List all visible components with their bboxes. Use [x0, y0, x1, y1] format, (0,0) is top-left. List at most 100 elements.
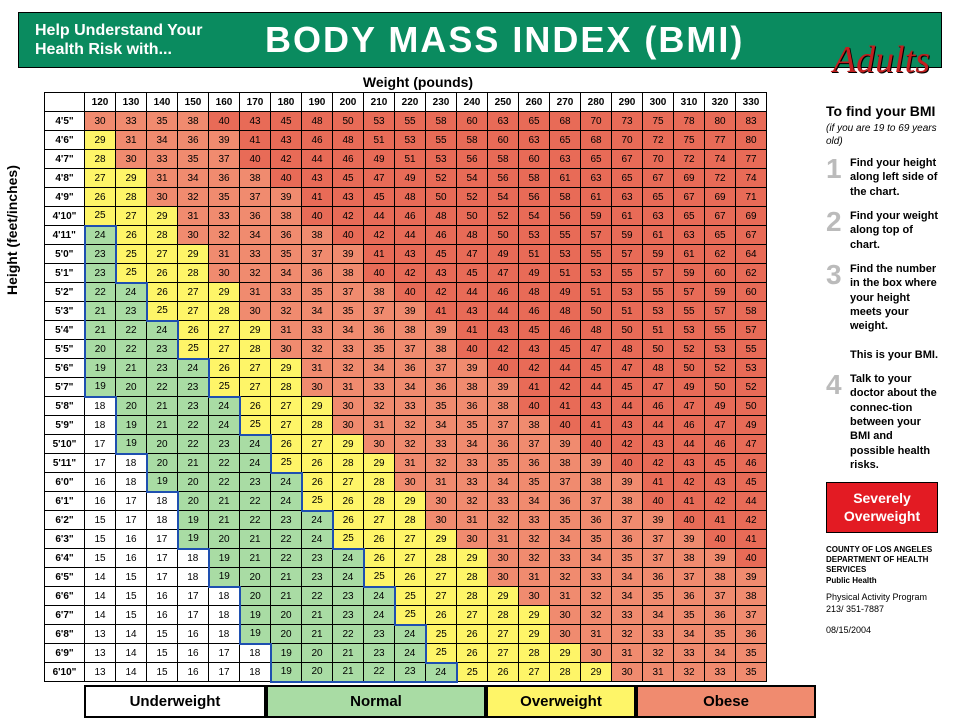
weight-axis-label: Weight (pounds)	[18, 74, 818, 90]
bmi-cell: 13	[85, 663, 116, 682]
weight-header: 190	[302, 93, 333, 112]
bmi-cell: 24	[85, 226, 116, 245]
weight-header: 200	[333, 93, 364, 112]
bmi-cell: 38	[705, 568, 736, 587]
bmi-cell: 48	[333, 131, 364, 150]
bmi-cell: 29	[519, 625, 550, 644]
legend-normal: Normal	[266, 685, 486, 718]
bmi-cell: 30	[426, 492, 457, 511]
bmi-cell: 17	[147, 530, 178, 549]
height-label: 4'8"	[45, 169, 85, 188]
bmi-cell: 47	[705, 416, 736, 435]
bmi-cell: 32	[550, 568, 581, 587]
bmi-cell: 13	[85, 644, 116, 663]
bmi-cell: 15	[147, 625, 178, 644]
bmi-cell: 23	[240, 473, 271, 492]
bmi-cell: 26	[147, 264, 178, 283]
bmi-cell: 67	[674, 188, 705, 207]
bmi-cell: 38	[612, 492, 643, 511]
bmi-cell: 32	[581, 587, 612, 606]
bmi-cell: 43	[705, 473, 736, 492]
bmi-cell: 63	[519, 131, 550, 150]
bmi-cell: 36	[457, 397, 488, 416]
bmi-cell: 68	[550, 112, 581, 131]
bmi-cell: 59	[643, 245, 674, 264]
bmi-cell: 52	[457, 188, 488, 207]
bmi-cell: 36	[395, 359, 426, 378]
bmi-cell: 22	[116, 321, 147, 340]
bmi-cell: 32	[364, 397, 395, 416]
bmi-cell: 17	[209, 663, 240, 682]
height-label: 4'9"	[45, 188, 85, 207]
bmi-cell: 46	[674, 416, 705, 435]
bmi-cell: 39	[612, 473, 643, 492]
bmi-cell: 31	[116, 131, 147, 150]
bmi-cell: 28	[240, 340, 271, 359]
step-text: Find your height along left side of the …	[850, 156, 938, 199]
height-label: 6'2"	[45, 511, 85, 530]
bmi-cell: 41	[519, 378, 550, 397]
bmi-cell: 53	[705, 340, 736, 359]
bmi-cell: 20	[240, 587, 271, 606]
legend-overweight: Overweight	[486, 685, 636, 718]
bmi-cell: 32	[426, 454, 457, 473]
bmi-cell: 43	[674, 454, 705, 473]
bmi-cell: 56	[457, 150, 488, 169]
adults-badge: Adults	[833, 38, 930, 82]
bmi-cell: 60	[457, 112, 488, 131]
bmi-cell: 37	[209, 150, 240, 169]
bmi-cell: 30	[147, 188, 178, 207]
bmi-cell: 34	[271, 264, 302, 283]
bmi-cell: 36	[302, 264, 333, 283]
bmi-cell: 49	[674, 378, 705, 397]
bmi-cell: 26	[147, 283, 178, 302]
bmi-cell: 57	[581, 226, 612, 245]
bmi-cell: 31	[426, 473, 457, 492]
bmi-cell: 50	[457, 207, 488, 226]
bmi-cell: 42	[519, 359, 550, 378]
bmi-cell: 28	[426, 549, 457, 568]
tagline-line1: Help Understand Your	[35, 22, 202, 39]
bmi-cell: 43	[426, 264, 457, 283]
bmi-cell: 59	[705, 283, 736, 302]
bmi-cell: 34	[612, 587, 643, 606]
bmi-cell: 39	[271, 188, 302, 207]
height-label: 6'6"	[45, 587, 85, 606]
bmi-cell: 37	[426, 359, 457, 378]
weight-header: 160	[209, 93, 240, 112]
phone: 213/ 351-7887	[826, 604, 884, 614]
height-label: 4'11"	[45, 226, 85, 245]
bmi-cell: 46	[333, 150, 364, 169]
bmi-cell: 34	[333, 321, 364, 340]
bmi-cell: 36	[178, 131, 209, 150]
bmi-cell: 32	[457, 492, 488, 511]
bmi-cell: 46	[643, 397, 674, 416]
bmi-cell: 45	[581, 359, 612, 378]
bmi-cell: 45	[271, 112, 302, 131]
bmi-cell: 47	[488, 264, 519, 283]
bmi-cell: 26	[240, 397, 271, 416]
bmi-cell: 32	[271, 302, 302, 321]
bmi-cell: 77	[705, 131, 736, 150]
bmi-cell: 40	[333, 226, 364, 245]
bmi-cell: 40	[736, 549, 767, 568]
bmi-cell: 21	[240, 549, 271, 568]
bmi-cell: 44	[736, 492, 767, 511]
bmi-cell: 22	[209, 473, 240, 492]
bmi-cell: 23	[395, 663, 426, 682]
bmi-cell: 43	[240, 112, 271, 131]
bmi-cell: 29	[550, 644, 581, 663]
bmi-cell: 75	[674, 131, 705, 150]
bmi-cell: 27	[519, 663, 550, 682]
bmi-cell: 65	[581, 150, 612, 169]
bmi-cell: 35	[426, 397, 457, 416]
bmi-cell: 48	[302, 112, 333, 131]
bmi-cell: 42	[612, 435, 643, 454]
bmi-cell: 75	[643, 112, 674, 131]
bmi-cell: 15	[85, 549, 116, 568]
height-label: 5'8"	[45, 397, 85, 416]
bmi-cell: 35	[333, 302, 364, 321]
bmi-cell: 83	[736, 112, 767, 131]
bmi-cell: 36	[705, 606, 736, 625]
bmi-cell: 18	[85, 397, 116, 416]
